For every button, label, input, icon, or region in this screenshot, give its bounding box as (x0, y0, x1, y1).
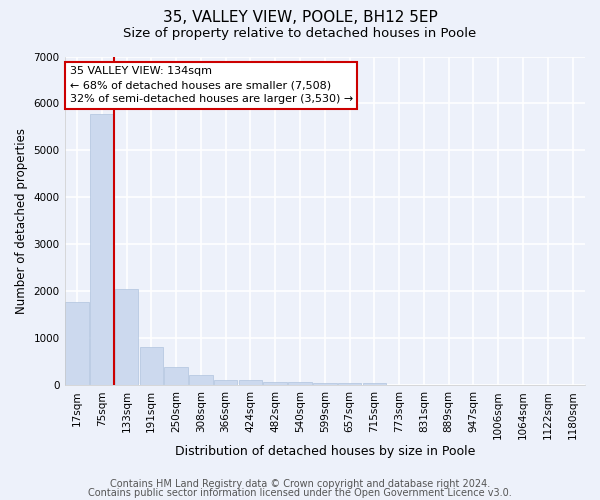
Bar (189, 374, 212, 386)
Bar (362, 383, 386, 386)
Bar (115, 288, 138, 386)
Text: Contains public sector information licensed under the Open Government Licence v3: Contains public sector information licen… (88, 488, 512, 498)
Bar (90, 114, 113, 386)
Text: Size of property relative to detached houses in Poole: Size of property relative to detached ho… (124, 28, 476, 40)
Bar (338, 382, 361, 386)
Bar (214, 380, 238, 386)
Bar (288, 382, 312, 386)
Bar (140, 347, 163, 386)
Bar (263, 382, 287, 386)
Bar (65, 302, 89, 386)
Bar (164, 368, 188, 386)
Text: Contains HM Land Registry data © Crown copyright and database right 2024.: Contains HM Land Registry data © Crown c… (110, 479, 490, 489)
Bar (313, 382, 337, 386)
Y-axis label: Number of detached properties: Number of detached properties (15, 128, 28, 314)
Text: 35, VALLEY VIEW, POOLE, BH12 5EP: 35, VALLEY VIEW, POOLE, BH12 5EP (163, 10, 437, 25)
X-axis label: Distribution of detached houses by size in Poole: Distribution of detached houses by size … (175, 444, 475, 458)
Bar (239, 380, 262, 386)
Text: 35 VALLEY VIEW: 134sqm
← 68% of detached houses are smaller (7,508)
32% of semi-: 35 VALLEY VIEW: 134sqm ← 68% of detached… (70, 66, 353, 104)
